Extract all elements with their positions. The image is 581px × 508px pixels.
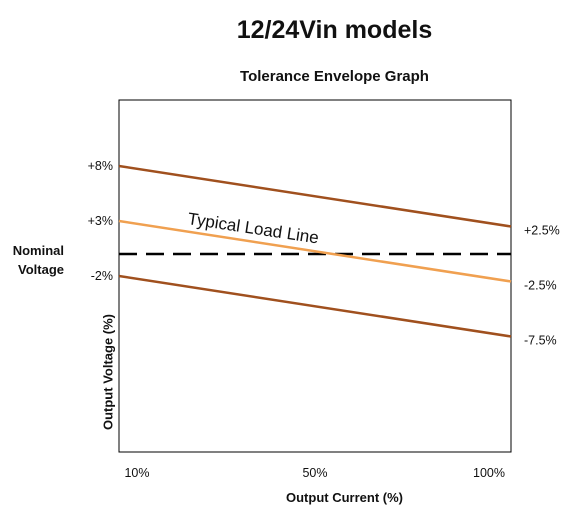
series-line-1 xyxy=(118,164,512,228)
left-value-label-2: +3% xyxy=(88,214,113,228)
x-axis-label: Output Current (%) xyxy=(286,490,403,505)
nominal-voltage-label: Nominal Voltage xyxy=(6,241,64,279)
chart-title: 12/24Vin models xyxy=(236,16,433,44)
series-layer xyxy=(118,164,512,338)
label-layer: +8% +2.5% +3% -2.5% -2% -7.5% 10% 50% 100% xyxy=(88,159,560,480)
left-value-label-1: +8% xyxy=(88,159,113,173)
nominal-label-line-2: Voltage xyxy=(18,262,64,277)
x-tick-label-1: 10% xyxy=(124,466,149,480)
plot-area-frame xyxy=(118,99,512,453)
right-value-label-1: +2.5% xyxy=(524,224,560,238)
nominal-label-line-1: Nominal xyxy=(12,243,64,258)
right-value-label-2: -2.5% xyxy=(524,279,557,293)
right-value-label-3: -7.5% xyxy=(524,334,557,348)
left-value-label-3: -2% xyxy=(91,269,113,283)
series-line-3 xyxy=(118,274,512,338)
chart-subtitle: Tolerance Envelope Graph xyxy=(240,68,429,85)
x-tick-label-3: 100% xyxy=(473,466,505,480)
x-tick-label-2: 50% xyxy=(302,466,327,480)
series-line-2 xyxy=(118,219,512,283)
